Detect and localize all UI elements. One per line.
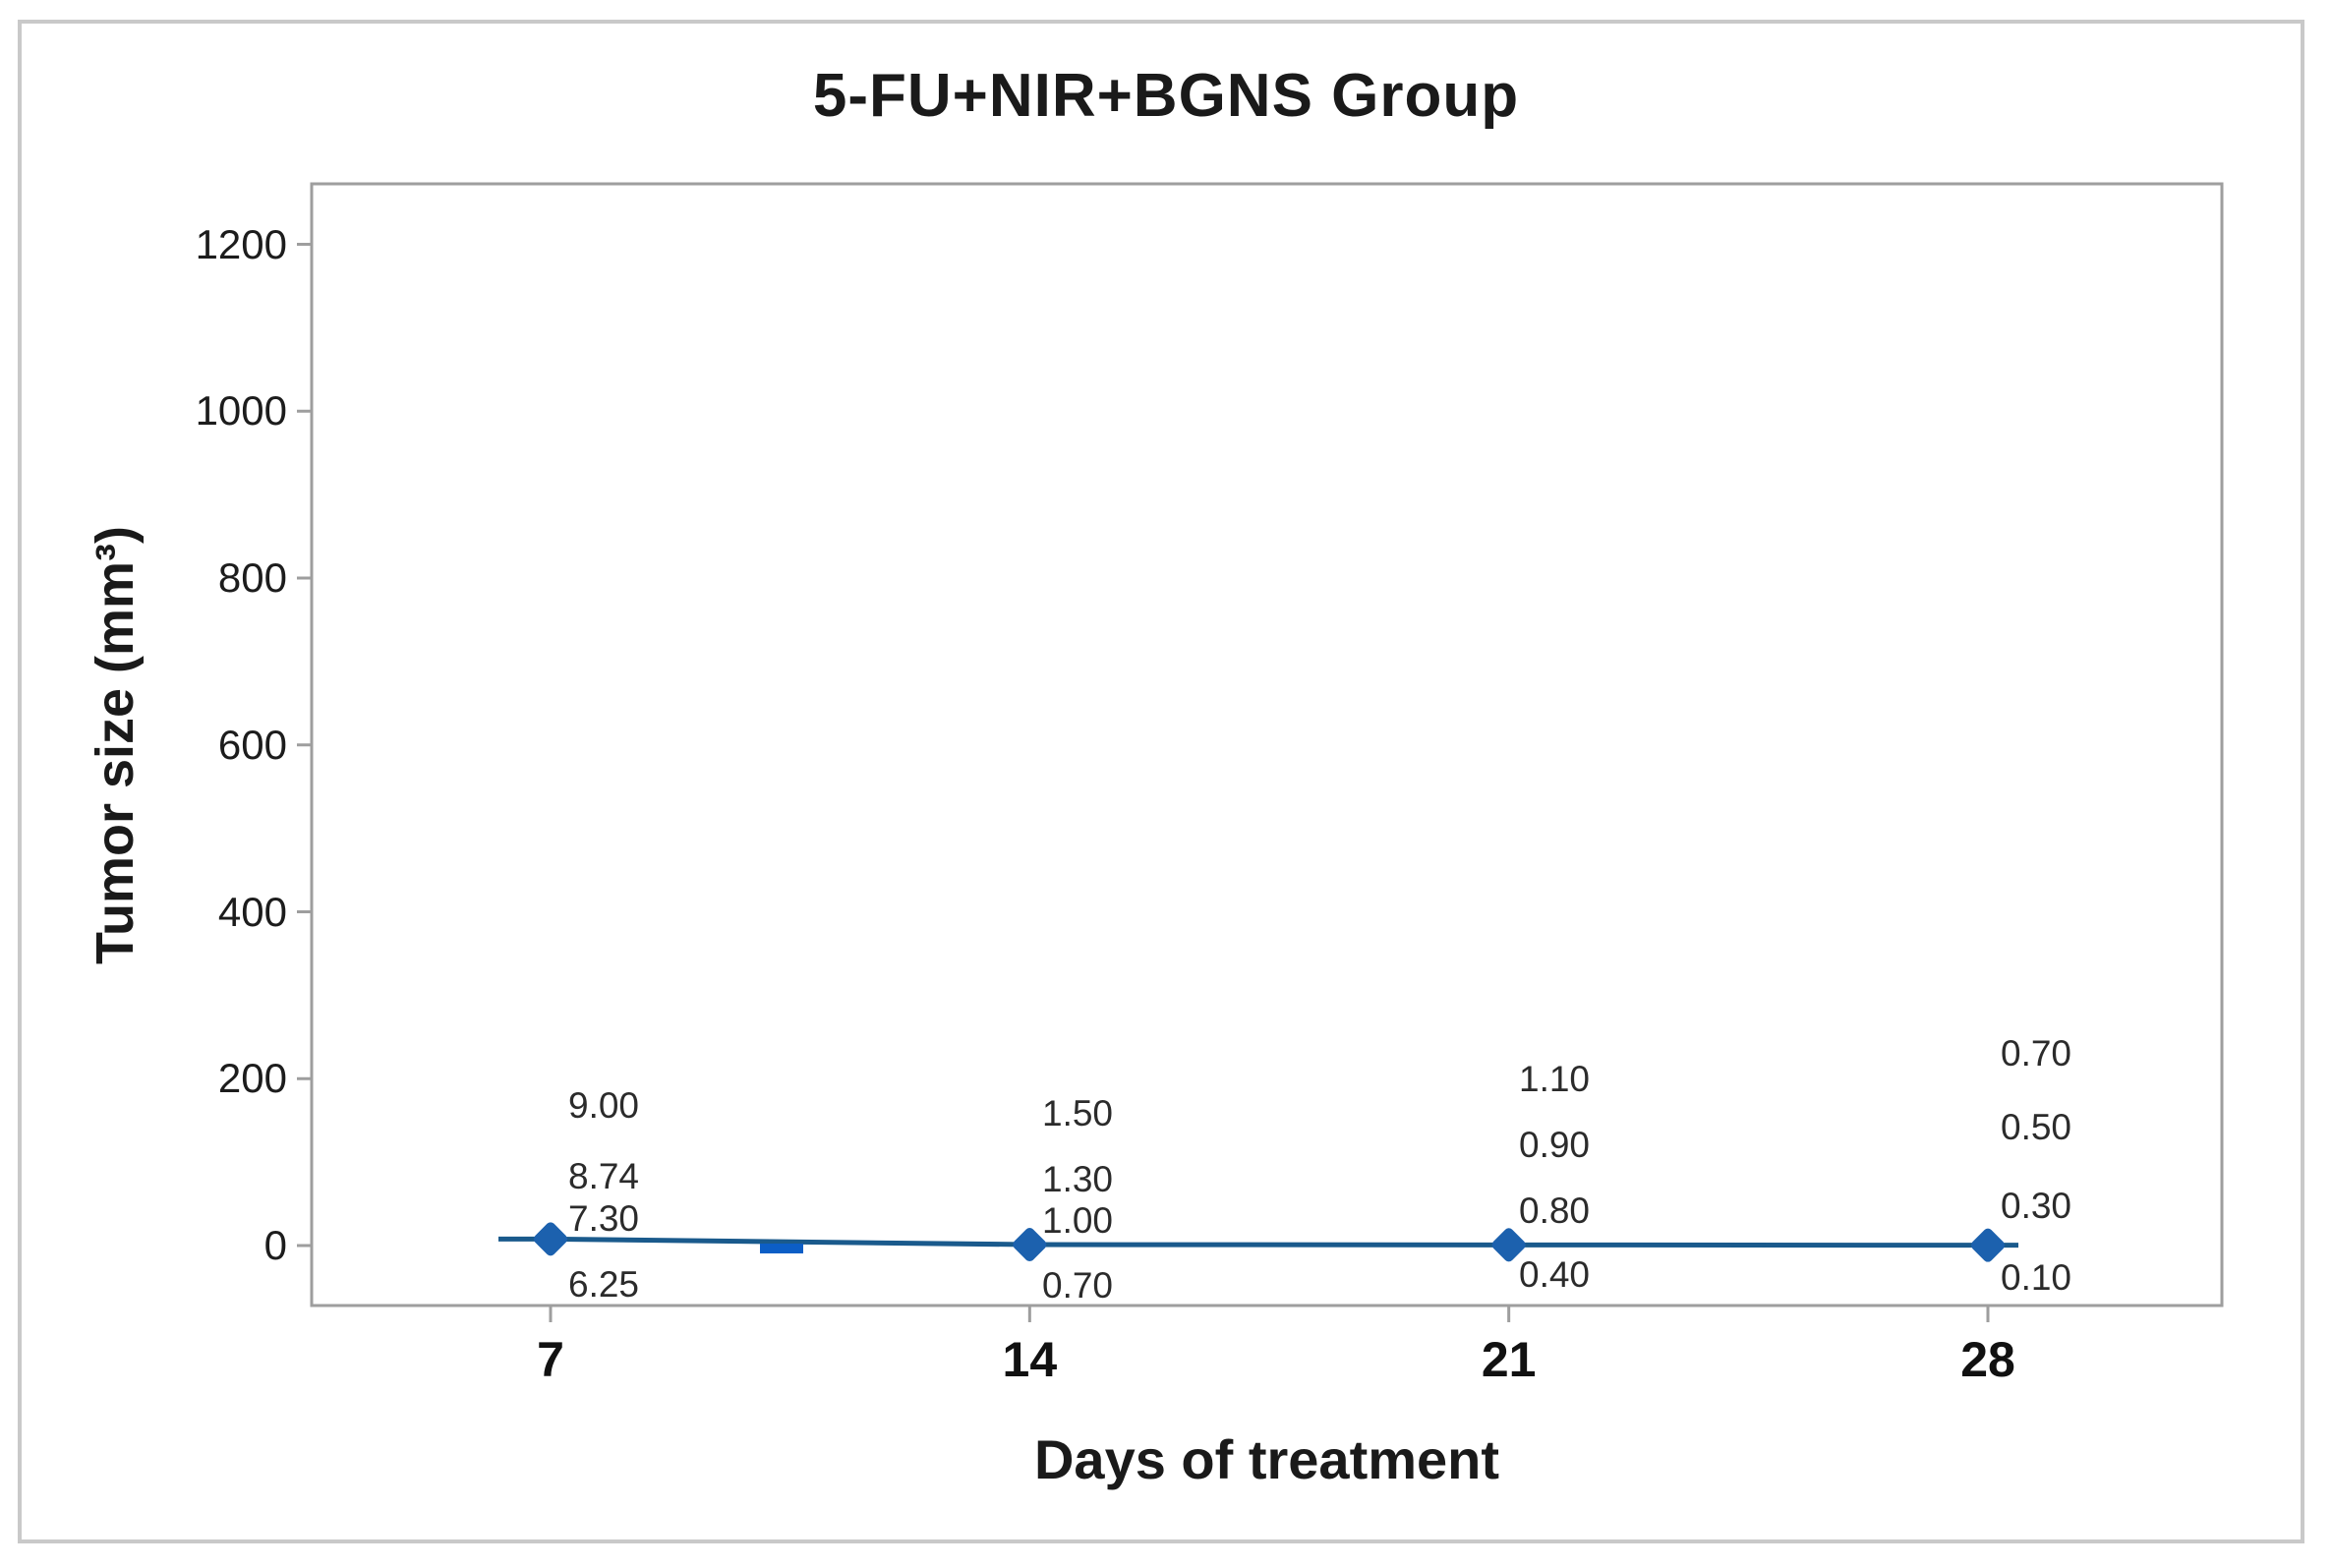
y-tick-label: 0 [263, 1222, 287, 1268]
y-tick-label: 1000 [195, 387, 287, 435]
y-tick-label: 200 [217, 1055, 287, 1102]
point-value-label: 0.70 [1042, 1265, 1114, 1306]
data-point-marker [533, 1222, 568, 1256]
plot-frame [310, 182, 2224, 1307]
data-point-marker [1013, 1228, 1047, 1262]
x-tick-label: 28 [1960, 1332, 2015, 1387]
point-value-label: 0.40 [1519, 1254, 1591, 1295]
y-tick-label: 800 [217, 554, 287, 601]
point-value-label: 1.00 [1042, 1200, 1114, 1241]
point-value-label: 7.30 [568, 1198, 640, 1239]
figure-outer-border [18, 20, 2304, 1543]
y-tick-label: 1200 [195, 220, 287, 267]
point-value-label: 0.50 [2001, 1107, 2072, 1147]
series-line [498, 1236, 2018, 1249]
point-value-label: 1.30 [1042, 1159, 1114, 1199]
point-value-label: 0.10 [2001, 1257, 2072, 1298]
chart-title: 5-FU+NIR+BGNS Group [812, 62, 1520, 130]
y-tick-label: 400 [217, 888, 287, 935]
x-tick-label: 21 [1481, 1332, 1537, 1387]
point-value-label: 0.80 [1519, 1191, 1591, 1231]
x-axis-title: Days of treatment [1033, 1428, 1500, 1490]
data-point-marker [1491, 1228, 1526, 1262]
point-value-label: 9.00 [568, 1085, 640, 1126]
point-value-label: 0.30 [2001, 1186, 2072, 1226]
point-value-label: 1.10 [1519, 1059, 1591, 1099]
point-value-label: 0.90 [1519, 1125, 1591, 1165]
point-value-label: 1.50 [1042, 1093, 1114, 1133]
point-value-label: 6.25 [568, 1264, 640, 1305]
x-tick-label: 7 [537, 1332, 564, 1387]
y-tick-label: 600 [217, 721, 287, 768]
point-value-label: 0.70 [2001, 1033, 2072, 1074]
point-value-label: 8.74 [568, 1156, 640, 1196]
data-point-marker [1970, 1228, 2006, 1262]
x-tick-label: 14 [1002, 1332, 1058, 1387]
